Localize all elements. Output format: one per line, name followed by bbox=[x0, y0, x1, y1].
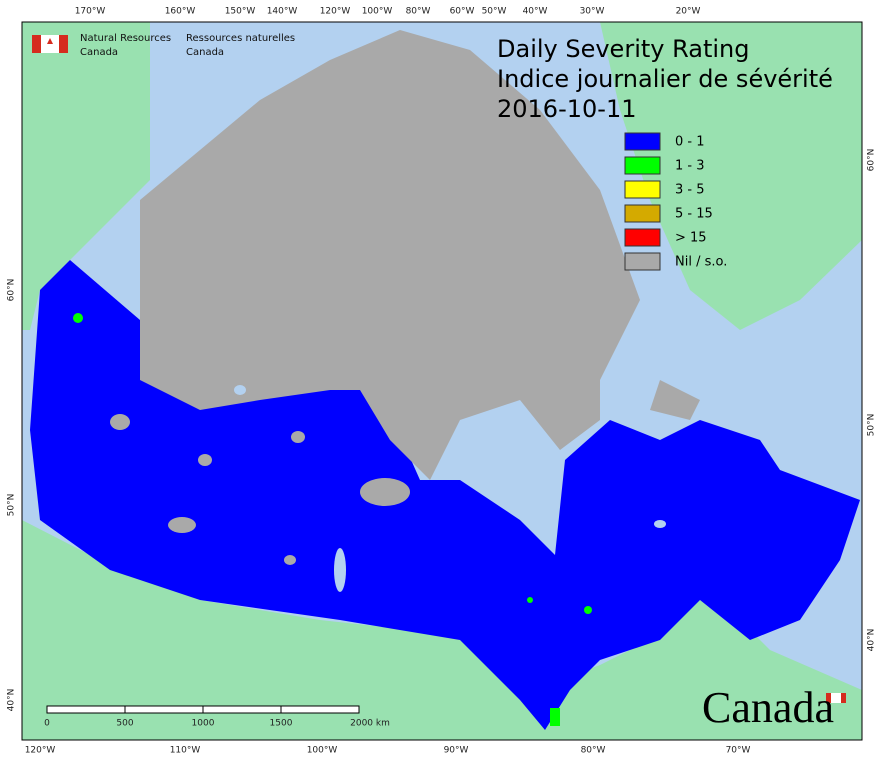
legend-label: 5 - 15 bbox=[675, 207, 713, 222]
graticule-label: 70°W bbox=[726, 746, 751, 756]
flag bbox=[59, 35, 68, 53]
graticule-label: 80°W bbox=[581, 746, 606, 756]
legend-swatch bbox=[624, 156, 661, 175]
nil-region bbox=[360, 478, 410, 506]
scale-label: 1000 bbox=[192, 719, 215, 729]
legend-label: 0 - 1 bbox=[675, 135, 705, 150]
agency-en: Canada bbox=[80, 47, 118, 58]
graticule-label: 20°W bbox=[676, 7, 701, 17]
flag bbox=[47, 38, 53, 44]
usa bbox=[22, 520, 862, 740]
legend-label: 1 - 3 bbox=[675, 159, 705, 174]
graticule-label: 100°W bbox=[307, 746, 338, 756]
rating-spot bbox=[550, 708, 560, 726]
alaska bbox=[22, 22, 150, 330]
wordmark: Canada bbox=[702, 683, 834, 732]
scale-label: 2000 km bbox=[350, 719, 390, 729]
agency-fr: Canada bbox=[186, 47, 224, 58]
legend-swatch bbox=[624, 132, 661, 151]
nil-region bbox=[110, 414, 130, 430]
legend-label: Nil / s.o. bbox=[675, 255, 727, 270]
legend-label: > 15 bbox=[675, 231, 707, 246]
graticule-label: 50°N bbox=[7, 494, 17, 517]
wordmark-flag bbox=[841, 693, 846, 703]
graticule-label: 140°W bbox=[267, 7, 298, 17]
lake bbox=[334, 548, 346, 592]
graticule-label: 100°W bbox=[362, 7, 393, 17]
wordmark-flag bbox=[826, 693, 846, 703]
flag bbox=[32, 35, 41, 53]
title: Daily Severity Rating bbox=[497, 35, 749, 63]
graticule-label: 40°N bbox=[867, 629, 877, 652]
scale-label: 0 bbox=[44, 719, 50, 729]
nil-region bbox=[284, 555, 296, 565]
graticule-label: 60°W bbox=[450, 7, 475, 17]
title: Indice journalier de sévérité bbox=[497, 65, 833, 93]
nil-region bbox=[291, 431, 305, 443]
graticule-label: 30°W bbox=[580, 7, 605, 17]
agency-en: Natural Resources bbox=[80, 33, 171, 44]
nil-region bbox=[168, 517, 196, 533]
title: 2016-10-11 bbox=[497, 95, 636, 123]
graticule-label: 50°W bbox=[482, 7, 507, 17]
graticule-label: 160°W bbox=[165, 7, 196, 17]
nil-region bbox=[198, 454, 212, 466]
graticule-label: 120°W bbox=[320, 7, 351, 17]
wordmark-flag bbox=[826, 693, 831, 703]
graticule-label: 80°W bbox=[406, 7, 431, 17]
graticule-label: 50°N bbox=[867, 414, 877, 437]
lake bbox=[234, 385, 246, 395]
graticule-label: 120°W bbox=[25, 746, 56, 756]
graticule-label: 170°W bbox=[75, 7, 106, 17]
agency-fr: Ressources naturelles bbox=[186, 33, 295, 44]
greenland bbox=[600, 22, 862, 330]
rating-spot bbox=[584, 606, 592, 614]
frame bbox=[21, 21, 863, 741]
legend-swatch bbox=[624, 252, 661, 271]
graticule-label: 60°N bbox=[867, 149, 877, 172]
graticule-label: 40°W bbox=[523, 7, 548, 17]
rating-spot bbox=[73, 313, 83, 323]
legend-swatch bbox=[624, 204, 661, 223]
lake bbox=[654, 520, 666, 528]
scale-label: 500 bbox=[116, 719, 133, 729]
graticule-label: 60°N bbox=[7, 279, 17, 302]
legend-swatch bbox=[624, 180, 661, 199]
graticule-label: 110°W bbox=[170, 746, 201, 756]
graticule-label: 90°W bbox=[444, 746, 469, 756]
rating-spot bbox=[527, 597, 533, 603]
graticule-label: 150°W bbox=[225, 7, 256, 17]
scale-label: 1500 bbox=[270, 719, 293, 729]
nil-region bbox=[650, 380, 700, 420]
graticule-label: 40°N bbox=[7, 689, 17, 712]
legend-swatch bbox=[624, 228, 661, 247]
legend-label: 3 - 5 bbox=[675, 183, 705, 198]
nil-region bbox=[140, 30, 640, 480]
